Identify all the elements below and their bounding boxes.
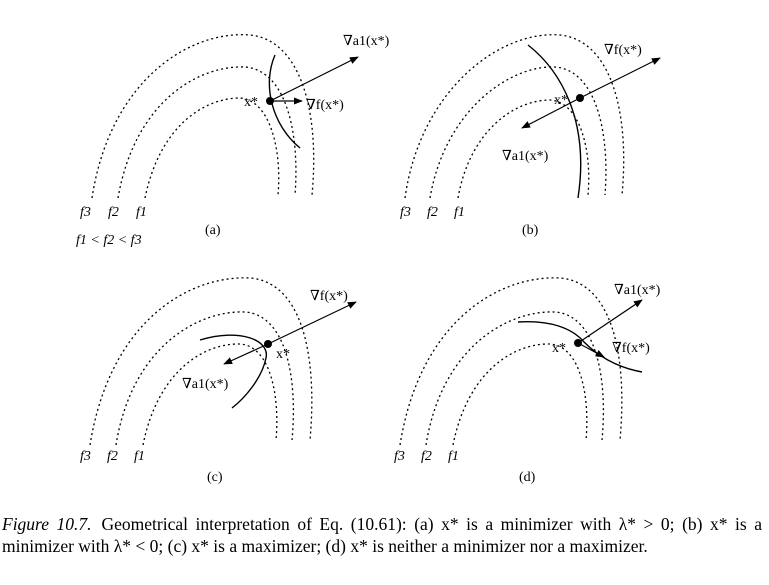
caption-text: Geometrical interpretation of Eq. (10.61…: [2, 514, 762, 556]
arrow-grad-f-b: [579, 57, 661, 99]
vector-down-label-a: ∇f(x*): [306, 98, 344, 113]
arrow-grad-a1-b: [521, 97, 581, 129]
contour-f2-b: [429, 66, 607, 199]
point-label-b: x*: [554, 93, 568, 108]
arrow-grad-a1-a: [269, 56, 359, 102]
vector-down-label-d: ∇f(x*): [612, 341, 650, 356]
vector-up-label-c: ∇f(x*): [310, 289, 348, 304]
contours-c: [89, 277, 313, 446]
contour-label-f3-b: f3: [400, 205, 411, 220]
vector-up-label-b: ∇f(x*): [604, 43, 642, 58]
contour-label-f3-d: f3: [394, 449, 405, 464]
vector-up-label-a: ∇a1(x*): [343, 34, 390, 49]
contour-label-f2-d: f2: [421, 449, 432, 464]
arrow-grad-f-d: [577, 342, 605, 358]
contour-label-f2-c: f2: [107, 449, 118, 464]
panel-c: x* ∇f(x*) ∇a1(x*) f3 f2 f1 (c): [80, 277, 357, 485]
figure-caption: Figure 10.7. Geometrical interpretation o…: [2, 513, 762, 557]
arrow-grad-f-c: [267, 301, 357, 345]
point-x-a: [266, 97, 274, 105]
contour-f3-b: [404, 34, 625, 199]
contour-label-f2-b: f2: [427, 205, 438, 220]
contour-f3-c: [89, 277, 313, 446]
arrow-grad-a1-c: [223, 343, 269, 365]
contour-f3-a: [91, 34, 315, 199]
point-label-a: x*: [244, 95, 258, 110]
contour-label-f1-c: f1: [134, 449, 145, 464]
contour-f1-b: [457, 99, 590, 199]
order-relation-a: f1 < f2 < f3: [76, 233, 142, 248]
panel-sublabel-b: (b): [522, 223, 539, 238]
contour-f1-d: [452, 343, 588, 446]
contours-a: [91, 34, 315, 199]
contour-label-f3-c: f3: [80, 449, 91, 464]
panel-b: x* ∇f(x*) ∇a1(x*) f3 f2 f1 (b): [400, 34, 661, 238]
caption-label: Figure 10.7.: [2, 514, 92, 534]
vector-down-label-b: ∇a1(x*): [502, 149, 549, 164]
panel-sublabel-c: (c): [207, 470, 223, 485]
point-label-c: x*: [276, 347, 290, 362]
contour-f2-c: [115, 311, 295, 446]
point-label-d: x*: [552, 341, 566, 356]
panel-sublabel-a: (a): [205, 223, 221, 238]
contours-b: [404, 34, 625, 199]
contour-label-f1-b: f1: [454, 205, 465, 220]
contour-label-f1-d: f1: [448, 449, 459, 464]
contours-d: [399, 277, 623, 446]
panel-a: x* ∇a1(x*) ∇f(x*) f3 f2 f1 f1 < f2 < f3 …: [76, 34, 390, 248]
constraint-curve-c: [199, 334, 267, 409]
panel-d: x* ∇a1(x*) ∇f(x*) f3 f2 f1 (d): [394, 277, 661, 485]
contour-f2-d: [425, 311, 605, 446]
contour-label-f1-a: f1: [136, 205, 147, 220]
contour-f1-c: [142, 343, 278, 446]
constraint-curve-d: [517, 320, 643, 373]
vector-up-label-d: ∇a1(x*): [614, 283, 661, 298]
point-x-b: [576, 94, 584, 102]
contour-label-f3-a: f3: [80, 205, 91, 220]
point-x-c: [264, 340, 272, 348]
constraint-curve-b: [527, 44, 582, 199]
contour-label-f2-a: f2: [108, 205, 119, 220]
figure-diagram: x* ∇a1(x*) ∇f(x*) f3 f2 f1 f1 < f2 < f3 …: [76, 34, 661, 485]
contour-f3-d: [399, 277, 623, 446]
panel-sublabel-d: (d): [519, 470, 536, 485]
point-x-d: [574, 339, 582, 347]
arrow-grad-a1-d: [577, 299, 643, 344]
contour-f1-a: [144, 97, 280, 199]
vector-down-label-c: ∇a1(x*): [182, 377, 229, 392]
